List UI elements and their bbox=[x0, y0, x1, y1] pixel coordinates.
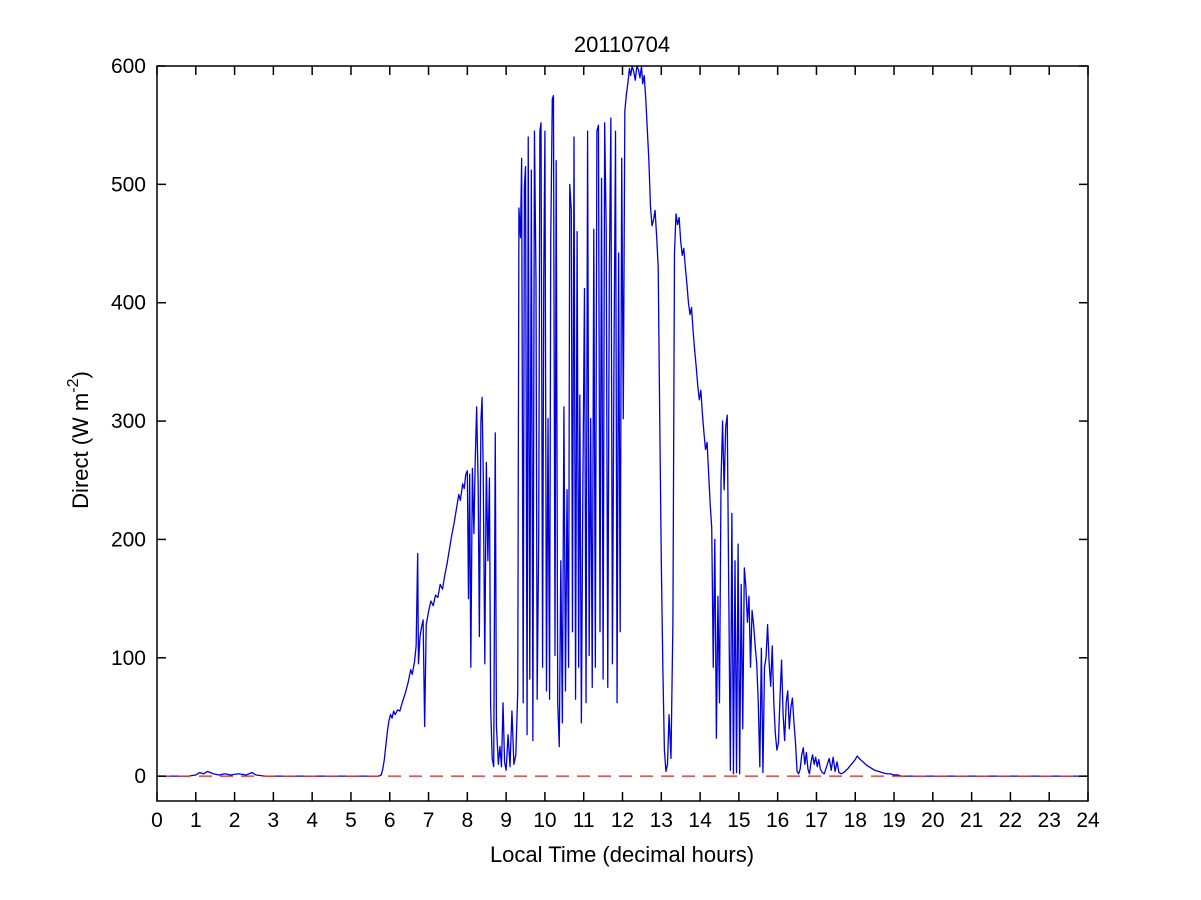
x-tick-label-5: 5 bbox=[345, 809, 357, 832]
x-tick-label-14: 14 bbox=[688, 809, 712, 832]
x-tick-label-15: 15 bbox=[727, 809, 750, 832]
plot-box bbox=[156, 65, 1089, 802]
x-tick-label-20: 20 bbox=[921, 809, 944, 832]
x-tick-label-24: 24 bbox=[1076, 809, 1100, 832]
y-tick-label-300: 300 bbox=[111, 410, 146, 433]
x-tick-label-8: 8 bbox=[461, 809, 473, 832]
x-tick-label-23: 23 bbox=[1038, 809, 1061, 832]
data-series-layer bbox=[157, 65, 1088, 777]
x-axis-tick-labels: 0 1 2 3 4 5 6 7 8 9 10 11 12 13 14 15 16 17 18 19 20 21 22 23 24 bbox=[151, 809, 1100, 832]
x-tick-label-9: 9 bbox=[500, 809, 512, 832]
y-tick-label-0: 0 bbox=[134, 765, 146, 788]
x-axis-label: Local Time (decimal hours) bbox=[490, 842, 754, 867]
y-tick-label-600: 600 bbox=[111, 55, 146, 78]
x-tick-label-13: 13 bbox=[650, 809, 673, 832]
chart-title: 20110704 bbox=[574, 32, 670, 57]
x-tick-label-6: 6 bbox=[384, 809, 396, 832]
x-tick-label-17: 17 bbox=[805, 809, 828, 832]
y-axis-label-superscript: -2 bbox=[65, 378, 82, 392]
x-tick-label-16: 16 bbox=[766, 809, 789, 832]
y-axis-ticks bbox=[157, 65, 1088, 777]
x-tick-label-3: 3 bbox=[268, 809, 280, 832]
x-axis-ticks bbox=[156, 66, 1089, 801]
y-tick-label-500: 500 bbox=[111, 173, 146, 196]
y-tick-label-100: 100 bbox=[111, 647, 146, 670]
y-axis-label-main: Direct (W m bbox=[68, 393, 93, 509]
x-tick-label-19: 19 bbox=[882, 809, 905, 832]
y-axis-label-close: ) bbox=[68, 371, 93, 378]
x-tick-label-12: 12 bbox=[611, 809, 634, 832]
series-direct-irradiance bbox=[157, 65, 1088, 777]
y-axis-tick-labels: 0 100 200 300 400 500 600 bbox=[111, 55, 146, 788]
x-tick-label-10: 10 bbox=[533, 809, 556, 832]
x-tick-label-4: 4 bbox=[306, 809, 318, 832]
x-tick-label-2: 2 bbox=[229, 809, 241, 832]
y-axis-label: Direct (W m-2) bbox=[65, 371, 93, 509]
y-tick-label-200: 200 bbox=[111, 528, 146, 551]
x-tick-label-22: 22 bbox=[999, 809, 1022, 832]
x-tick-label-0: 0 bbox=[151, 809, 163, 832]
y-tick-label-400: 400 bbox=[111, 292, 146, 315]
x-tick-label-1: 1 bbox=[190, 809, 202, 832]
x-tick-label-18: 18 bbox=[844, 809, 867, 832]
x-tick-label-7: 7 bbox=[423, 809, 435, 832]
x-tick-label-21: 21 bbox=[960, 809, 983, 832]
x-tick-label-11: 11 bbox=[573, 809, 595, 832]
